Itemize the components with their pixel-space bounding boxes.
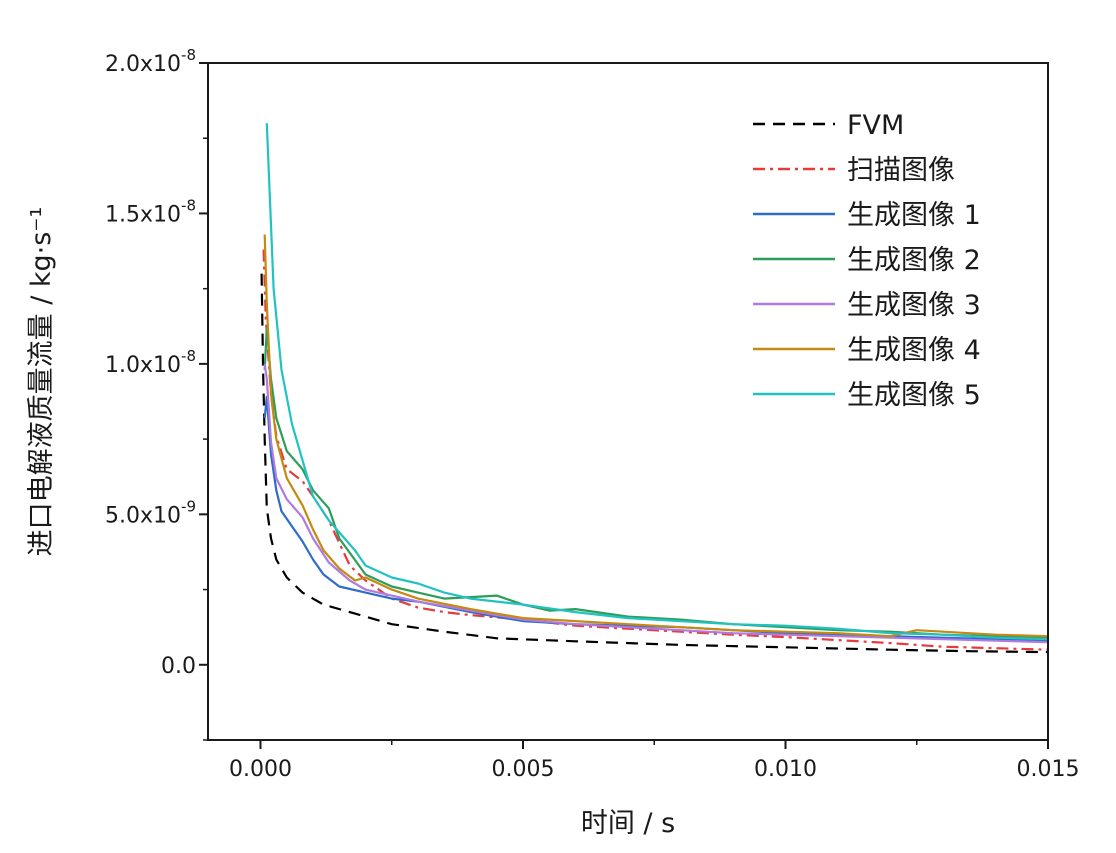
legend-label-6: 生成图像 4 (847, 335, 981, 366)
y-axis-title: 进口电解液质量流量 / kg·s⁻¹ (26, 207, 57, 557)
y-tick-label: 2.0x10-8 (105, 46, 196, 77)
y-tick-label: 0.0 (161, 654, 196, 679)
legend-label-3: 生成图像 1 (847, 200, 981, 231)
legend-label-5: 生成图像 3 (847, 290, 981, 321)
legend-label-4: 生成图像 2 (847, 245, 981, 276)
x-tick-label: 0.015 (1017, 757, 1080, 782)
y-tick-label: 5.0x10-9 (105, 497, 196, 528)
x-tick-label: 0.005 (492, 757, 555, 782)
series-line-5 (263, 363, 1048, 644)
x-tick-label: 0.000 (229, 757, 292, 782)
legend-label-7: 生成图像 5 (847, 380, 981, 411)
series-lines (260, 123, 1048, 654)
axis-ticks: 0.000 0.005 0.010 0.015 0.0 5.0x10-9 1.0x10-8 1… (105, 46, 1079, 782)
series-line-4 (263, 326, 1048, 639)
series-line-7 (265, 123, 1048, 641)
series-line-3 (263, 395, 1048, 642)
series-line-1 (260, 273, 1048, 654)
y-tick-label: 1.0x10-8 (105, 347, 196, 378)
y-tick-label: 1.5x10-8 (105, 196, 196, 227)
plot-frame (207, 62, 1049, 741)
x-tick-label: 0.010 (754, 757, 817, 782)
legend-label-2: 扫描图像 (847, 155, 955, 186)
legend-label-1: FVM (847, 110, 904, 141)
series-line-6 (263, 234, 1048, 638)
x-axis-title: 时间 / s (581, 808, 675, 839)
